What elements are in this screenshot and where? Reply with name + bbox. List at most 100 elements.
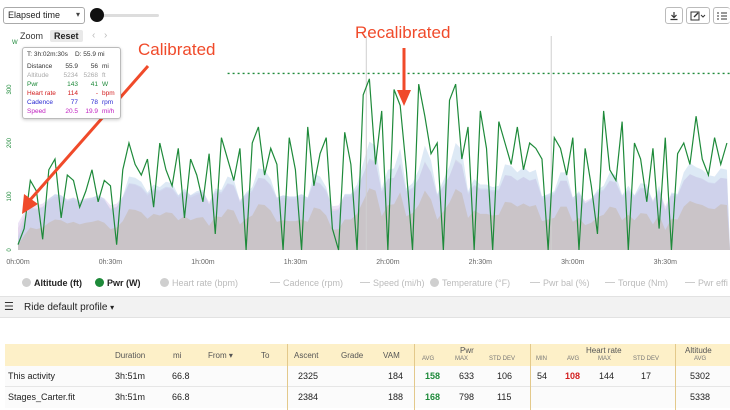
group-header-altitude: Altitude (685, 346, 712, 355)
legend-item[interactable]: Temperature (°F) (430, 278, 510, 288)
legend-item[interactable]: Torque (Nm) (605, 278, 668, 288)
profile-select-label: Ride default profile (24, 302, 108, 313)
legend-dot-icon (22, 278, 31, 287)
col-pwr-std[interactable]: STD DEV (489, 356, 516, 362)
legend-dash-icon (360, 282, 370, 283)
tooltip-row-value: 143 (67, 81, 78, 88)
tooltip-row-unit: rpm (102, 99, 114, 106)
row-mi: 66.8 (172, 392, 190, 402)
chart-legend: Altitude (ft) Pwr (W) Heart rate (bpm) Cade… (0, 276, 730, 292)
x-tick-label: 0h:00m (6, 259, 30, 266)
legend-label: Temperature (°F) (442, 278, 511, 288)
column-divider (675, 344, 676, 410)
col-ascent[interactable]: Ascent (294, 351, 319, 360)
col-alt-avg[interactable]: AVG (694, 356, 707, 362)
tooltip-row-unit: ft (102, 72, 106, 79)
smoothing-slider-handle[interactable] (90, 8, 104, 22)
row-ascent: 2384 (298, 392, 319, 402)
edit-menu-button[interactable] (686, 7, 710, 24)
power-line (17, 78, 728, 251)
y-tick-label: 300 (7, 84, 13, 95)
tooltip-time: T: 3h:02m:30s (27, 51, 68, 58)
legend-item[interactable]: Pwr effi (685, 278, 728, 288)
arrow-head-icon (397, 90, 411, 106)
x-tick-label: 0h:30m (99, 259, 123, 266)
col-pwr-avg[interactable]: AVG (422, 356, 435, 362)
col-from[interactable]: From ▾ (208, 351, 233, 360)
col-hr-std[interactable]: STD DEV (633, 356, 660, 362)
y-tick-label: 0 (7, 248, 13, 252)
legend-label: Cadence (rpm) (283, 278, 344, 288)
legend-dot-icon (160, 278, 169, 287)
row-hr-min: 54 (537, 371, 548, 381)
annotation-arrow-calibrated (28, 65, 150, 201)
column-divider (530, 344, 531, 410)
tooltip-row-unit: mi/h (102, 108, 115, 115)
x-tick-label: 2h:30m (469, 259, 493, 266)
col-hr-avg[interactable]: AVG (567, 356, 580, 362)
reset-zoom-button[interactable]: Reset (50, 30, 83, 42)
row-vam: 184 (388, 371, 404, 381)
zoom-controls: Zoom Reset ‹ › (20, 30, 110, 44)
x-axis-select[interactable]: Elapsed time ▾ (3, 7, 85, 24)
row-pwr-std: 115 (497, 392, 512, 402)
tooltip-row-value2: 41 (90, 81, 98, 88)
legend-item[interactable]: Pwr (W) (95, 278, 141, 288)
legend-item[interactable]: Speed (mi/h) (360, 278, 425, 288)
tooltip-row-unit: W (102, 81, 109, 88)
col-vam[interactable]: VAM (383, 351, 400, 360)
row-duration: 3h:51m (115, 371, 146, 381)
row-alt-avg: 5302 (690, 371, 711, 381)
tooltip-row-label: Speed (27, 108, 46, 115)
tooltip-row-value2: 56 (90, 63, 98, 70)
row-pwr-avg: 158 (425, 371, 441, 381)
legend-item[interactable]: Altitude (ft) (22, 278, 82, 288)
legend-label: Pwr effi (698, 278, 728, 288)
legend-label: Speed (mi/h) (373, 278, 425, 288)
col-mi[interactable]: mi (173, 351, 182, 360)
legend-dash-icon (530, 282, 540, 283)
row-hr-avg: 108 (565, 371, 581, 381)
smoothing-slider-track[interactable] (97, 14, 159, 17)
col-to[interactable]: To (261, 351, 270, 360)
table-row[interactable]: This activity 3h:51m 66.8 2325 184 158 6… (5, 366, 730, 387)
profile-select[interactable]: Ride default profile ▾ (24, 302, 114, 313)
col-pwr-max[interactable]: MAX (455, 356, 469, 362)
list-menu-button[interactable] (713, 7, 730, 24)
x-tick-label: 3h:00m (561, 259, 585, 266)
col-hr-min[interactable]: MIN (536, 356, 547, 362)
tooltip-row-value2: - (95, 90, 98, 97)
row-pwr-avg: 168 (425, 392, 441, 402)
table-header: Pwr Heart rate Altitude Duration mi From… (5, 344, 730, 366)
tooltip-row-value2: 78 (90, 99, 98, 106)
col-from-label: From (208, 351, 227, 360)
legend-label: Altitude (ft) (34, 278, 82, 288)
legend-item[interactable]: Cadence (rpm) (270, 278, 343, 288)
row-pwr-max: 798 (459, 392, 475, 402)
zoom-label: Zoom (20, 31, 44, 41)
tooltip-row-label: Cadence (27, 99, 54, 106)
table-row[interactable]: Stages_Carter.fit 3h:51m 66.8 2384 188 1… (5, 387, 730, 408)
hamburger-icon[interactable]: ☰ (4, 301, 14, 313)
col-grade[interactable]: Grade (341, 351, 364, 360)
chevron-left-icon[interactable]: ‹ (92, 30, 96, 41)
legend-dash-icon (270, 282, 280, 283)
tooltip-row-value: 5234 (63, 72, 78, 79)
tooltip-row-label: Heart rate (27, 90, 56, 97)
y-tick-label: 200 (7, 137, 13, 148)
row-name: Stages_Carter.fit (8, 392, 76, 402)
y-axis-unit: W (12, 40, 18, 46)
x-tick-label: 1h:30m (284, 259, 308, 266)
chevron-right-icon[interactable]: › (104, 30, 108, 41)
legend-item[interactable]: Heart rate (bpm) (160, 278, 238, 288)
column-divider (414, 344, 415, 410)
list-icon (717, 12, 727, 20)
col-duration[interactable]: Duration (115, 351, 146, 360)
x-tick-label: 2h:00m (376, 259, 400, 266)
activity-chart[interactable]: 0 100 200 300 W 0h:00m 0h:30m 1h:00m 1h:30m 2h:00… (0, 28, 730, 270)
altitude-area (18, 188, 730, 250)
download-button[interactable] (665, 7, 683, 24)
col-hr-max[interactable]: MAX (598, 356, 612, 362)
chevron-down-icon: ▾ (75, 10, 80, 19)
legend-item[interactable]: Pwr bal (%) (530, 278, 590, 288)
